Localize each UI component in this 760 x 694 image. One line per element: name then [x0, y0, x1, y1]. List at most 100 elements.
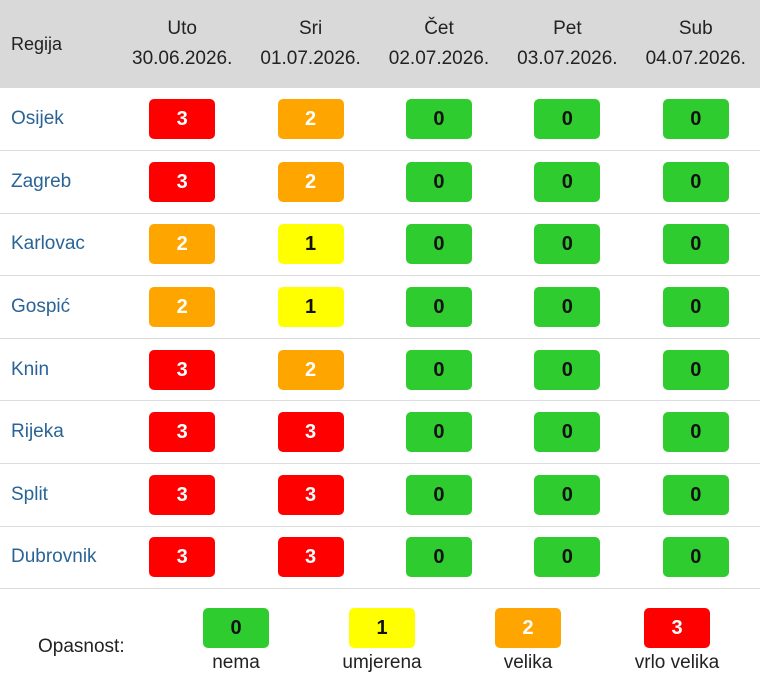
level-cell: 1 [246, 213, 374, 276]
table-row: Dubrovnik 3 3 0 0 0 [0, 526, 760, 589]
danger-level-badge: 3 [149, 349, 216, 390]
danger-level-badge: 0 [405, 287, 472, 328]
day-date: 04.07.2026. [645, 48, 746, 69]
region-link[interactable]: Dubrovnik [11, 546, 97, 568]
level-cell: 0 [503, 338, 631, 401]
table-row: Knin 3 2 0 0 0 [0, 338, 760, 401]
level-cell: 0 [632, 464, 760, 527]
level-cell: 3 [118, 338, 246, 401]
region-link[interactable]: Karlovac [11, 233, 85, 255]
legend-badge: 2 [495, 608, 561, 648]
danger-level-badge: 0 [534, 161, 601, 202]
danger-level-badge: 0 [662, 412, 729, 453]
day-date: 03.07.2026. [517, 48, 618, 69]
danger-level-badge: 0 [405, 349, 472, 390]
level-cell: 0 [375, 526, 503, 589]
danger-level-badge: 0 [662, 99, 729, 140]
table-body: Osijek 3 2 0 0 0 Zagreb 3 2 0 0 0 Karlovac 2 1 0 0 0 Gospi… [0, 88, 760, 589]
danger-level-badge: 0 [405, 474, 472, 515]
level-cell: 3 [246, 464, 374, 527]
danger-level-badge: 2 [277, 349, 344, 390]
level-cell: 0 [632, 338, 760, 401]
level-cell: 0 [632, 276, 760, 339]
danger-level-badge: 2 [277, 99, 344, 140]
day-name: Sri [298, 18, 323, 39]
table-header: Regija Uto 30.06.2026. Sri 01.07.2026. Č… [0, 0, 760, 88]
level-cell: 0 [503, 464, 631, 527]
danger-level-badge: 3 [149, 412, 216, 453]
danger-level-badge: 0 [662, 349, 729, 390]
danger-level-badge: 0 [405, 99, 472, 140]
day-column-header: Sri 01.07.2026. [246, 0, 374, 88]
level-cell: 3 [118, 464, 246, 527]
legend-badge: 0 [203, 608, 269, 648]
level-cell: 0 [632, 213, 760, 276]
level-cell: 0 [632, 151, 760, 214]
level-cell: 1 [246, 276, 374, 339]
region-link[interactable]: Gospić [11, 296, 71, 318]
danger-level-badge: 0 [534, 99, 601, 140]
day-column-header: Uto 30.06.2026. [118, 0, 246, 88]
danger-level-badge: 0 [534, 224, 601, 265]
region-link[interactable]: Zagreb [11, 170, 72, 192]
danger-level-badge: 2 [277, 161, 344, 202]
level-cell: 0 [632, 88, 760, 151]
level-cell: 2 [246, 88, 374, 151]
level-cell: 3 [118, 88, 246, 151]
danger-level-badge: 3 [149, 537, 216, 578]
level-cell: 2 [246, 338, 374, 401]
level-cell: 0 [632, 401, 760, 464]
forecast-table: Regija Uto 30.06.2026. Sri 01.07.2026. Č… [0, 0, 760, 589]
day-date: 30.06.2026. [132, 48, 233, 69]
day-column-header: Sub 04.07.2026. [632, 0, 760, 88]
legend-badge: 3 [644, 608, 710, 648]
region-link[interactable]: Rijeka [11, 421, 64, 443]
level-cell: 3 [246, 526, 374, 589]
level-cell: 3 [118, 151, 246, 214]
level-cell: 0 [503, 401, 631, 464]
legend-text: nema [212, 652, 260, 673]
region-column-header: Regija [11, 34, 63, 54]
danger-level-badge: 0 [405, 412, 472, 453]
danger-level-badge: 2 [149, 287, 216, 328]
danger-level-badge: 3 [277, 537, 344, 578]
day-column-header: Pet 03.07.2026. [503, 0, 631, 88]
danger-level-badge: 1 [277, 287, 344, 328]
legend-item-very-high: 3 vrlo velika [617, 608, 737, 674]
level-cell: 0 [375, 338, 503, 401]
danger-level-badge: 3 [149, 474, 216, 515]
legend-text: velika [503, 652, 553, 673]
danger-level-badge: 3 [277, 412, 344, 453]
danger-level-badge: 3 [149, 99, 216, 140]
day-date: 02.07.2026. [388, 48, 490, 69]
danger-level-badge: 3 [149, 161, 216, 202]
day-name: Čet [424, 18, 454, 39]
danger-level-badge: 0 [662, 224, 729, 265]
table-row: Karlovac 2 1 0 0 0 [0, 213, 760, 276]
region-link[interactable]: Split [11, 483, 48, 505]
legend-item-moderate: 1 umjerena [322, 608, 442, 674]
table-row: Split 3 3 0 0 0 [0, 464, 760, 527]
table-row: Zagreb 3 2 0 0 0 [0, 151, 760, 214]
table-row: Osijek 3 2 0 0 0 [0, 88, 760, 151]
table-row: Gospić 2 1 0 0 0 [0, 276, 760, 339]
danger-level-badge: 0 [405, 537, 472, 578]
region-link[interactable]: Knin [11, 358, 50, 380]
legend-label: Opasnost: [38, 636, 125, 657]
level-cell: 3 [246, 401, 374, 464]
danger-level-badge: 1 [277, 224, 344, 265]
danger-level-badge: 0 [662, 287, 729, 328]
legend-text: vrlo velika [634, 652, 720, 673]
danger-level-badge: 3 [277, 474, 344, 515]
danger-level-badge: 2 [149, 224, 216, 265]
level-cell: 0 [375, 464, 503, 527]
danger-level-badge: 0 [405, 224, 472, 265]
level-cell: 0 [503, 276, 631, 339]
level-cell: 0 [375, 88, 503, 151]
danger-level-badge: 0 [662, 474, 729, 515]
legend-item-high: 2 velika [468, 608, 588, 674]
level-cell: 0 [375, 151, 503, 214]
region-link[interactable]: Osijek [11, 108, 64, 130]
legend-item-none: 0 nema [176, 608, 296, 674]
